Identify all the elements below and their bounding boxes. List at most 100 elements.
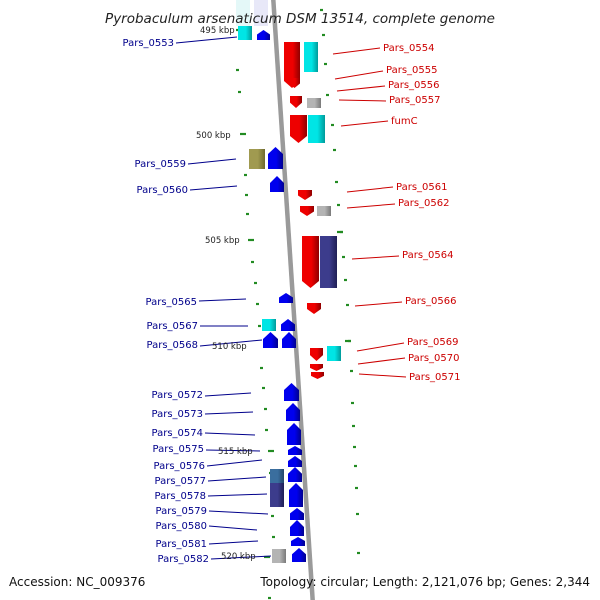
cds-forward (289, 483, 303, 507)
cog-box (317, 206, 331, 216)
gene-label[interactable]: Pars_0571 (409, 372, 460, 383)
scale-label: 520 kbp (221, 552, 256, 562)
gene-label[interactable]: Pars_0567 (147, 321, 198, 332)
label-connector (358, 373, 407, 378)
label-connector (351, 255, 400, 260)
cds-forward (257, 30, 270, 40)
gene-label[interactable]: Pars_0566 (405, 296, 456, 307)
label-connector (354, 301, 403, 307)
cds-forward (263, 332, 278, 348)
gene-label[interactable]: Pars_0557 (389, 95, 440, 106)
label-connector (207, 493, 268, 497)
gene-label[interactable]: Pars_0574 (152, 428, 203, 439)
cds-forward (290, 508, 304, 520)
gene-label[interactable]: Pars_0553 (123, 38, 174, 49)
label-connector (346, 186, 394, 193)
label-connector (332, 47, 381, 55)
cog-box (238, 26, 252, 40)
cds-forward (287, 423, 301, 445)
feature-track (236, 0, 341, 563)
cds-forward (284, 383, 299, 401)
label-connector (199, 339, 263, 347)
gene-label[interactable]: Pars_0559 (135, 159, 186, 170)
cog-box (327, 346, 341, 361)
cds-forward (279, 293, 293, 303)
cds-forward (270, 176, 284, 192)
gene-label[interactable]: Pars_0575 (153, 444, 204, 455)
cds-forward (282, 332, 296, 348)
gene-label[interactable]: Pars_0569 (407, 337, 458, 348)
gene-label[interactable]: Pars_0581 (156, 539, 207, 550)
gene-label[interactable]: Pars_0565 (146, 297, 197, 308)
label-connector (205, 449, 261, 452)
label-connector (175, 36, 238, 44)
cds-reverse (311, 372, 324, 379)
cds-reverse (289, 78, 300, 88)
scale-label: 500 kbp (196, 131, 231, 141)
map-title: Pyrobaculum arsenaticum DSM 13514, compl… (105, 11, 495, 27)
cds-forward (288, 456, 302, 467)
cds-forward (286, 403, 300, 421)
gene-label[interactable]: Pars_0561 (396, 182, 447, 193)
cds-forward (291, 537, 305, 546)
gene-label[interactable]: Pars_0555 (386, 65, 437, 76)
label-connector (206, 459, 263, 467)
label-connector (207, 476, 267, 482)
cds-reverse (310, 364, 323, 371)
cog-box (236, 0, 250, 26)
gene-label[interactable]: Pars_0560 (137, 185, 188, 196)
gene-label[interactable]: Pars_0576 (154, 461, 205, 472)
cds-forward (288, 446, 302, 455)
gene-label[interactable]: Pars_0562 (398, 198, 449, 209)
cog-box (320, 236, 337, 288)
label-connectors (175, 36, 407, 560)
label-connector (338, 99, 387, 102)
topology-text: Topology: circular; Length: 2,121,076 bp… (259, 575, 590, 589)
label-connector (357, 357, 406, 365)
cds-reverse (284, 42, 300, 88)
cds-forward (268, 147, 283, 169)
label-connector (198, 298, 247, 302)
label-connector (204, 432, 256, 436)
label-connector (208, 540, 259, 545)
cog-box (307, 98, 321, 108)
label-connector (208, 525, 258, 531)
label-connector (204, 392, 252, 397)
label-connector (340, 120, 389, 127)
label-connector (189, 185, 238, 191)
gene-label[interactable]: Pars_0564 (402, 250, 453, 261)
label-connector (210, 555, 272, 560)
scale-label: 515 kbp (218, 447, 253, 457)
label-connector (334, 70, 384, 80)
cog-box (270, 469, 284, 483)
gene-label[interactable]: Pars_0579 (156, 506, 207, 517)
label-connector (208, 510, 269, 515)
cog-box (262, 319, 276, 331)
gene-label[interactable]: Pars_0573 (152, 409, 203, 420)
cds-reverse (290, 115, 307, 143)
label-connector (204, 411, 254, 415)
scale-label: 495 kbp (200, 26, 235, 36)
gene-label[interactable]: Pars_0578 (155, 491, 206, 502)
gene-label[interactable]: Pars_0580 (156, 521, 207, 532)
scale-label: 510 kbp (212, 342, 247, 352)
gene-label[interactable]: Pars_0568 (147, 340, 198, 351)
gene-label[interactable]: Pars_0554 (383, 43, 434, 54)
scale-label: 505 kbp (205, 236, 240, 246)
cds-forward (281, 319, 295, 331)
cog-box (304, 42, 318, 72)
gene-label[interactable]: Pars_0572 (152, 390, 203, 401)
cds-forward (290, 520, 304, 536)
gene-label[interactable]: Pars_0556 (388, 80, 439, 91)
label-connector (356, 342, 405, 352)
gene-label[interactable]: Pars_0570 (408, 353, 459, 364)
cds-reverse (310, 348, 323, 361)
gene-label[interactable]: fumC (391, 116, 418, 127)
label-connector (187, 158, 237, 165)
cds-reverse (290, 96, 302, 108)
gene-label[interactable]: Pars_0582 (158, 554, 209, 565)
cog-box (272, 549, 286, 563)
gene-label[interactable]: Pars_0577 (155, 476, 206, 487)
cog-box (249, 149, 265, 169)
